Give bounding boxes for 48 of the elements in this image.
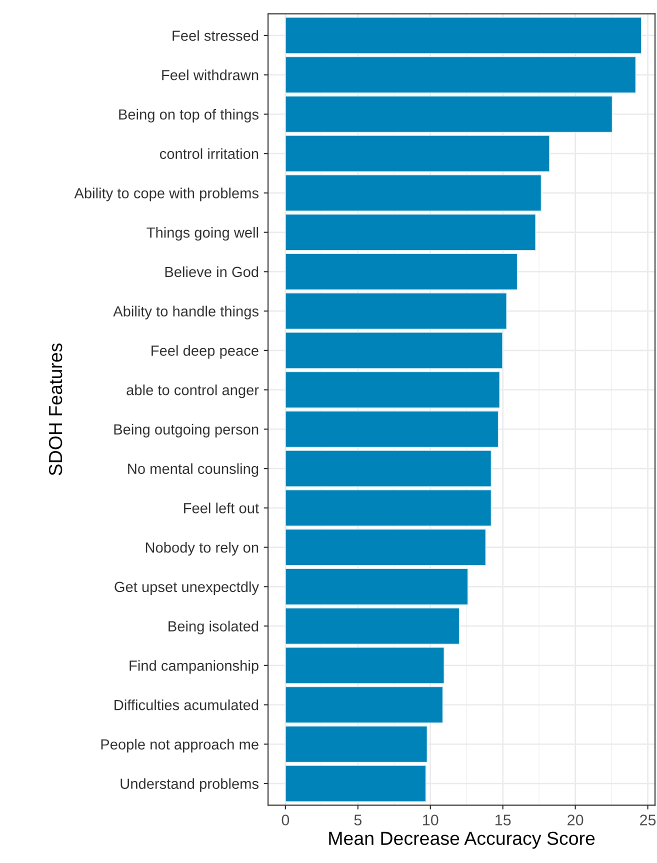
y-tick-label: Being isolated	[168, 620, 258, 634]
x-tick-label: 25	[640, 814, 656, 826]
bar	[285, 292, 508, 330]
y-tick-label: Believe in God	[165, 266, 258, 278]
bar	[285, 174, 542, 212]
x-tick-label: 10	[423, 814, 438, 826]
y-tick-label: Nobody to rely on	[146, 542, 258, 556]
x-tick-label: 5	[354, 814, 362, 826]
bar	[285, 96, 613, 133]
bar	[285, 371, 500, 408]
bar	[285, 16, 642, 54]
y-tick-label: Get upset unexpectdly	[114, 581, 260, 595]
bar	[285, 214, 536, 251]
bar	[285, 332, 503, 369]
y-tick-label: Feel deep peace	[152, 345, 258, 359]
y-tick-label: Feel left out	[184, 502, 259, 514]
y-tick-label: Feel withdrawn	[162, 70, 258, 80]
y-tick-label: Things going well	[146, 227, 258, 241]
y-tick-label: Find campanionship	[130, 660, 258, 674]
x-tick-label: 0	[282, 814, 290, 826]
bar	[285, 608, 460, 645]
x-tick-label: 15	[496, 814, 511, 826]
y-tick-label: Difficulties acumulated	[114, 699, 258, 710]
y-tick-label: control irritation	[160, 148, 258, 160]
bar	[285, 528, 486, 566]
y-tick-label: Feel stressed	[172, 30, 258, 41]
bar	[285, 56, 636, 94]
bar	[285, 450, 492, 488]
bar	[285, 726, 428, 763]
y-tick-label: able to control anger	[126, 384, 259, 398]
bar	[285, 253, 518, 290]
x-tick-label: 20	[568, 814, 584, 826]
bar	[285, 764, 426, 802]
x-axis-title: Mean Decrease Accuracy Score	[329, 832, 595, 849]
y-tick-label: People not approach me	[101, 738, 258, 752]
bar	[285, 646, 445, 684]
y-tick-label: Being on top of things	[119, 108, 259, 123]
bar	[285, 568, 468, 606]
bar	[285, 135, 550, 172]
bar	[285, 410, 499, 448]
bar	[285, 489, 492, 526]
y-tick-label: Ability to cope with problems	[74, 188, 259, 202]
y-tick-label: Ability to handle things	[113, 306, 259, 320]
y-axis-title: SDOH Features	[48, 343, 62, 476]
y-tick-label: Being outgoing person	[114, 424, 258, 438]
y-tick-label: No mental counsling	[128, 463, 258, 477]
bar	[285, 686, 444, 724]
y-tick-label: Understand problems	[120, 778, 259, 792]
